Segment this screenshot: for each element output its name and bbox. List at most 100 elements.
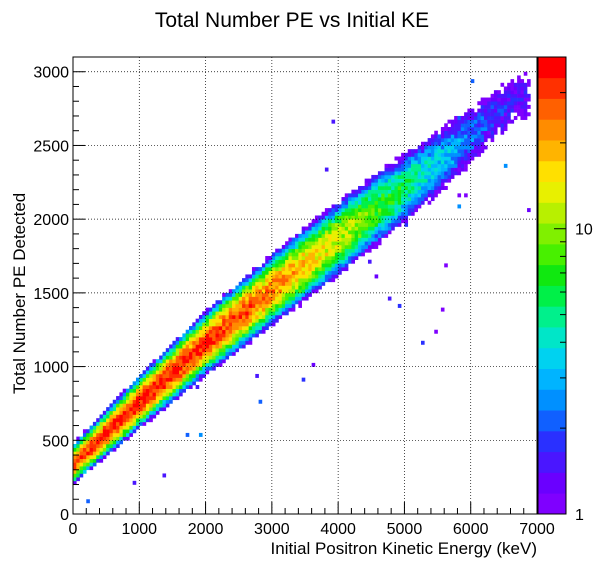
heatmap-cell [384,230,389,235]
heatmap-cell [205,366,210,371]
heatmap-cell [364,204,369,209]
heatmap-cell [377,182,382,187]
heatmap-cell [235,300,240,305]
heatmap-cell [86,455,90,460]
heatmap-cell [424,163,428,168]
heatmap-cell [86,432,90,437]
heatmap-cell [198,337,203,342]
heatmap-cell [295,237,299,242]
heatmap-cell [79,443,84,448]
heatmap-cell [424,174,428,179]
heatmap-cell [387,171,392,176]
heatmap-cell [348,230,352,235]
heatmap-cell [192,381,196,386]
heatmap-cell [364,197,369,202]
heatmap-cell [314,270,319,275]
heatmap-cell [424,152,428,157]
heatmap-cell [500,97,505,102]
heatmap-cell [222,311,226,316]
heatmap-cell [510,93,515,98]
heatmap-cell [106,436,110,441]
heatmap-cell [258,296,263,301]
heatmap-cell [367,248,372,253]
heatmap-cell [437,163,442,168]
heatmap-cell [99,436,104,441]
heatmap-cell [245,329,249,334]
heatmap-cell [205,348,210,353]
heatmap-cell [358,189,362,194]
heatmap-cell [99,418,104,423]
heatmap-cell [185,344,190,349]
heatmap-cell [487,112,491,117]
heatmap-cell [179,370,183,375]
heatmap-cell [179,348,183,353]
heatmap-cell [321,237,326,242]
heatmap-cell [457,119,462,124]
heatmap-cell [493,123,498,128]
heatmap-cell [517,79,521,84]
heatmap-cell [251,270,256,275]
heatmap-cell [82,455,87,460]
heatmap-cell [202,333,206,338]
heatmap-cell [242,281,246,286]
heatmap-cell [298,244,302,249]
heatmap-cell [185,381,190,386]
heatmap-cell [122,429,127,434]
heatmap-cell [258,322,263,327]
heatmap-cell [215,355,220,360]
heatmap-cell [235,322,240,327]
heatmap-cell [175,392,180,397]
heatmap-cell [291,289,296,294]
heatmap-cell [129,392,133,397]
heatmap-cell [361,226,365,231]
heatmap-cell [401,160,405,165]
heatmap-cell [364,248,369,253]
heatmap-cell [205,307,210,312]
heatmap-cell [305,259,309,264]
heatmap-cell [291,278,296,283]
heatmap-cell [424,156,428,161]
heatmap-cell [311,252,316,257]
heatmap-cell [404,222,409,227]
heatmap-cell [261,281,266,286]
heatmap-cell [295,244,299,249]
heatmap-cell [424,197,428,202]
heatmap-cell [116,432,120,437]
heatmap-cell [344,256,349,261]
heatmap-cell [255,274,259,279]
heatmap-cell [238,292,243,297]
heatmap-cell [301,267,306,272]
heatmap-cell [341,200,346,205]
heatmap-cell [79,447,84,452]
heatmap-cell [99,455,104,460]
heatmap-cell [328,230,332,235]
heatmap-cell [305,241,309,246]
heatmap-cell [344,226,349,231]
heatmap-cell [401,182,405,187]
color-scale-swatch [538,223,566,245]
heatmap-cell [245,296,249,301]
heatmap-cell [381,185,385,190]
heatmap-cell [430,138,435,143]
heatmap-cell [361,248,365,253]
heatmap-cell [212,333,216,338]
heatmap-cell [261,318,266,323]
heatmap-cell [268,318,273,323]
heatmap-cell [351,233,356,238]
heatmap-cell [328,267,332,272]
heatmap-cell [417,163,422,168]
heatmap-cell [102,443,107,448]
heatmap-cell [298,292,302,297]
heatmap-cell [493,104,498,109]
heatmap-cell [404,163,409,168]
heatmap-cell [109,429,114,434]
heatmap-cell [394,189,399,194]
heatmap-cell [391,193,395,198]
heatmap-cell [238,281,243,286]
heatmap-cell [129,399,133,404]
heatmap-cell [358,215,362,220]
heatmap-cell [430,174,435,179]
heatmap-cell [411,211,415,216]
heatmap-cell [202,311,206,316]
heatmap-cell [334,208,339,213]
